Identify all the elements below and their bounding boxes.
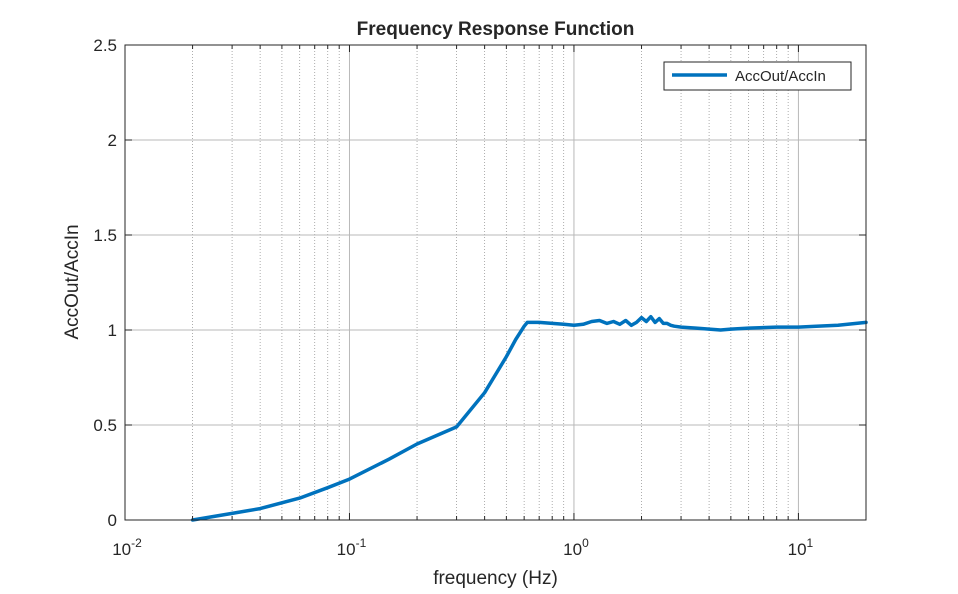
x-tick-label-base: 10 bbox=[563, 540, 582, 559]
plot-background bbox=[125, 45, 866, 520]
y-axis-label: AccOut/AccIn bbox=[62, 224, 83, 339]
x-tick-label-exponent: 1 bbox=[807, 536, 814, 550]
x-tick-label: 10-2 bbox=[112, 536, 142, 559]
y-tick-label: 2.5 bbox=[93, 36, 117, 55]
x-tick-label-exponent: 0 bbox=[582, 536, 589, 550]
chart-title: Frequency Response Function bbox=[357, 19, 635, 40]
x-tick-label-base: 10 bbox=[788, 540, 807, 559]
x-tick-label-base: 10 bbox=[112, 540, 131, 559]
x-tick-label: 100 bbox=[563, 536, 589, 559]
x-tick-label-exponent: -2 bbox=[131, 536, 142, 550]
x-tick-label: 10-1 bbox=[337, 536, 367, 559]
line-layer bbox=[190, 314, 868, 522]
series-line bbox=[190, 314, 868, 522]
y-tick-label: 0 bbox=[108, 511, 117, 530]
x-tick-label-exponent: -1 bbox=[356, 536, 367, 550]
x-axis-label: frequency (Hz) bbox=[433, 568, 558, 589]
y-tick-label: 0.5 bbox=[93, 416, 117, 435]
y-tick-label: 1.5 bbox=[93, 226, 117, 245]
x-tick-label-base: 10 bbox=[337, 540, 356, 559]
y-tick-label: 2 bbox=[108, 131, 117, 150]
plot-frame bbox=[124, 44, 867, 521]
x-tick-label: 101 bbox=[788, 536, 814, 559]
y-tick-label: 1 bbox=[108, 321, 117, 340]
legend-label: AccOut/AccIn bbox=[735, 68, 826, 85]
legend: AccOut/AccIn bbox=[663, 61, 852, 91]
